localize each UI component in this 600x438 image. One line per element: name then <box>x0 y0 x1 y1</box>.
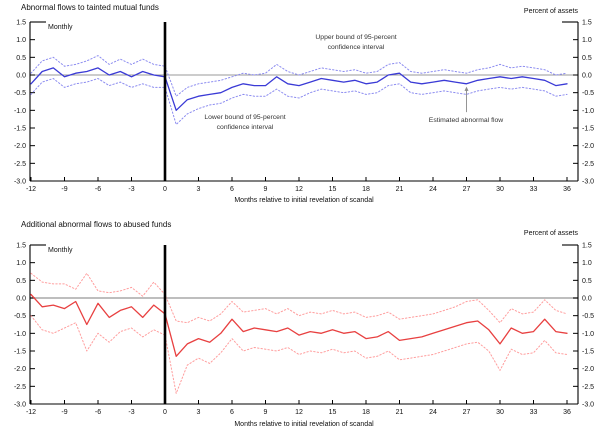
svg-text:21: 21 <box>396 409 404 416</box>
svg-text:-2.5: -2.5 <box>582 384 594 391</box>
svg-text:-2.0: -2.0 <box>14 366 26 373</box>
svg-text:-3: -3 <box>128 409 134 416</box>
y-tick-labels: 1.5 1.5 1.0 1.0 0.5 0.5 0.0 0.0 -0.5 -0.5 -1.0 -1.0… <box>14 20 594 186</box>
bottom-panel: 1.5 1.5 1.0 1.0 0.5 0.5 0.0 0.0 -0.5 -0.5 -1.0 -1.0… <box>14 243 594 417</box>
svg-text:18: 18 <box>362 409 370 416</box>
svg-text:1.0: 1.0 <box>16 260 26 267</box>
svg-text:0.0: 0.0 <box>16 73 26 80</box>
svg-text:0.0: 0.0 <box>582 73 592 80</box>
svg-text:-3.0: -3.0 <box>582 402 594 409</box>
svg-text:12: 12 <box>295 409 303 416</box>
svg-text:-0.5: -0.5 <box>14 90 26 97</box>
svg-text:1.0: 1.0 <box>582 37 592 44</box>
svg-text:9: 9 <box>264 409 268 416</box>
svg-text:-2.0: -2.0 <box>582 143 594 150</box>
svg-text:-1.5: -1.5 <box>14 349 26 356</box>
svg-text:-1.5: -1.5 <box>582 126 594 133</box>
svg-text:-2.5: -2.5 <box>14 161 26 168</box>
svg-text:0: 0 <box>163 186 167 193</box>
svg-text:-12: -12 <box>26 409 36 416</box>
svg-text:6: 6 <box>230 409 234 416</box>
svg-text:27: 27 <box>463 409 471 416</box>
x-tick-labels: -12 -9 -6 -3 0 3 6 9 12 15 18 21 24 27 30 33 36 <box>26 186 571 193</box>
svg-text:1.0: 1.0 <box>16 37 26 44</box>
svg-text:0: 0 <box>163 409 167 416</box>
svg-text:1.5: 1.5 <box>582 20 592 27</box>
svg-text:6: 6 <box>230 186 234 193</box>
svg-text:1.5: 1.5 <box>16 20 26 27</box>
svg-text:-0.5: -0.5 <box>14 313 26 320</box>
svg-text:0.5: 0.5 <box>582 278 592 285</box>
svg-text:0.0: 0.0 <box>16 296 26 303</box>
top-panel: 1.5 1.5 1.0 1.0 0.5 0.5 0.0 0.0 -0.5 -0.5 -1.0 -1.0… <box>14 20 594 194</box>
svg-text:-2.0: -2.0 <box>582 366 594 373</box>
svg-text:30: 30 <box>496 409 504 416</box>
svg-text:27: 27 <box>463 186 471 193</box>
axes-frame <box>29 21 579 182</box>
x-tick-labels: -12 -9 -6 -3 0 3 6 9 12 15 18 21 24 27 30 33 36 <box>26 409 571 416</box>
upper-bound-of-95-percent-confidence-interval-line <box>30 55 568 97</box>
y-tick-labels: 1.5 1.5 1.0 1.0 0.5 0.5 0.0 0.0 -0.5 -0.5 -1.0 -1.0… <box>14 243 594 409</box>
svg-text:-6: -6 <box>95 186 101 193</box>
svg-text:-1.5: -1.5 <box>582 349 594 356</box>
svg-text:3: 3 <box>197 186 201 193</box>
upper-bound-of-95-percent-confidence-interval-line <box>30 272 568 324</box>
svg-text:21: 21 <box>396 186 404 193</box>
x-ticks <box>30 177 568 181</box>
svg-text:1.0: 1.0 <box>582 260 592 267</box>
svg-text:-2.5: -2.5 <box>14 384 26 391</box>
svg-text:36: 36 <box>563 409 571 416</box>
svg-text:18: 18 <box>362 186 370 193</box>
x-ticks <box>30 400 568 404</box>
svg-text:1.5: 1.5 <box>16 243 26 250</box>
svg-text:-9: -9 <box>61 409 67 416</box>
svg-text:-2.5: -2.5 <box>582 161 594 168</box>
svg-text:-3.0: -3.0 <box>14 179 26 186</box>
estimated-flow-arrow <box>464 86 469 113</box>
svg-text:-1.0: -1.0 <box>582 108 594 115</box>
svg-text:0.5: 0.5 <box>582 55 592 62</box>
svg-text:0.5: 0.5 <box>16 55 26 62</box>
svg-text:-9: -9 <box>61 186 67 193</box>
svg-text:1.5: 1.5 <box>582 243 592 250</box>
svg-text:-3: -3 <box>128 186 134 193</box>
axes-frame <box>29 244 579 405</box>
svg-text:33: 33 <box>530 409 538 416</box>
svg-text:0.5: 0.5 <box>16 278 26 285</box>
svg-text:30: 30 <box>496 186 504 193</box>
y-ticks <box>30 21 578 182</box>
svg-text:-0.5: -0.5 <box>582 90 594 97</box>
svg-text:3: 3 <box>197 409 201 416</box>
svg-text:-3.0: -3.0 <box>14 402 26 409</box>
svg-text:24: 24 <box>429 186 437 193</box>
svg-text:-2.0: -2.0 <box>14 143 26 150</box>
svg-text:-12: -12 <box>26 186 36 193</box>
svg-text:-1.5: -1.5 <box>14 126 26 133</box>
svg-text:9: 9 <box>264 186 268 193</box>
svg-text:36: 36 <box>563 186 571 193</box>
svg-text:12: 12 <box>295 186 303 193</box>
svg-text:-6: -6 <box>95 409 101 416</box>
svg-text:-1.0: -1.0 <box>582 331 594 338</box>
svg-text:-3.0: -3.0 <box>582 179 594 186</box>
estimated-abnormal-flow-line <box>30 67 568 111</box>
y-ticks <box>30 244 578 405</box>
svg-text:-1.0: -1.0 <box>14 331 26 338</box>
svg-text:-0.5: -0.5 <box>582 313 594 320</box>
svg-text:0.0: 0.0 <box>582 296 592 303</box>
svg-text:33: 33 <box>530 186 538 193</box>
svg-text:15: 15 <box>329 409 337 416</box>
svg-text:-1.0: -1.0 <box>14 108 26 115</box>
estimated-abnormal-flow-line <box>30 293 568 357</box>
lower-bound-of-95-percent-confidence-interval-line <box>30 78 568 125</box>
svg-text:24: 24 <box>429 409 437 416</box>
svg-text:15: 15 <box>329 186 337 193</box>
